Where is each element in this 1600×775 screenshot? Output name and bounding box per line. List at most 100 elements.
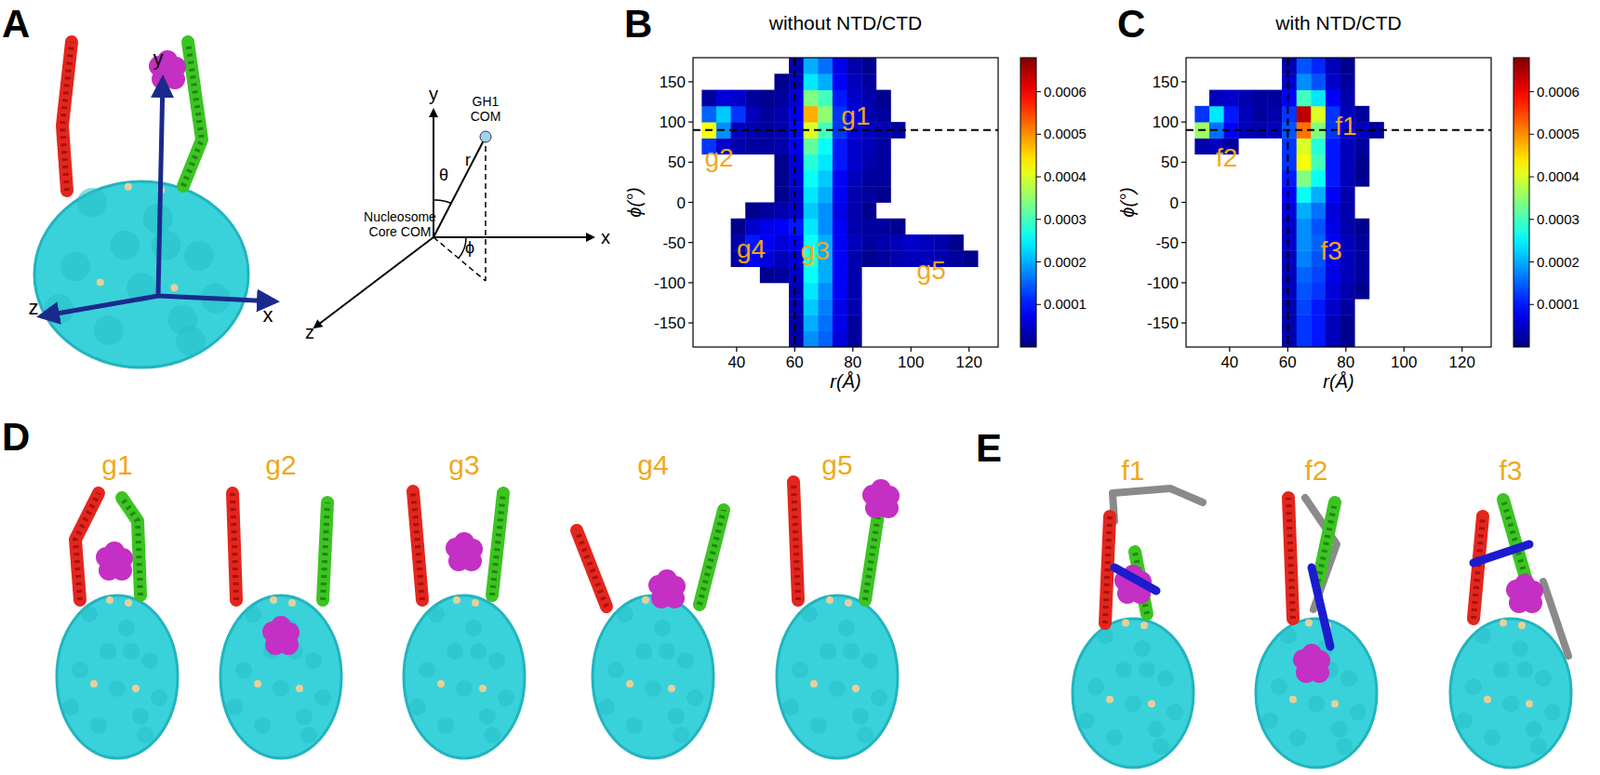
heatmap-cell bbox=[1296, 266, 1312, 284]
heatmap-cell bbox=[1325, 298, 1341, 316]
heatmap-cell bbox=[876, 137, 892, 155]
heatmap-cell bbox=[817, 282, 833, 300]
heatmap-cell bbox=[731, 106, 747, 123]
heatmap-cell bbox=[701, 250, 717, 267]
heatmap-cell bbox=[1369, 314, 1385, 332]
heatmap-cell bbox=[1398, 57, 1414, 75]
heatmap-cell bbox=[745, 57, 760, 75]
heatmap-cell bbox=[788, 90, 804, 107]
core-spot bbox=[253, 680, 262, 688]
colorbar-tick-label: 0.0003 bbox=[1536, 211, 1580, 227]
heatmap-cell bbox=[1441, 266, 1457, 284]
colorbar-tick bbox=[1036, 133, 1041, 135]
heatmap-cell bbox=[1253, 106, 1268, 123]
heatmap-cell bbox=[920, 218, 935, 236]
heatmap-cell bbox=[977, 331, 993, 347]
core-spot bbox=[437, 680, 445, 688]
heatmap-cell bbox=[1194, 266, 1210, 284]
heatmap-cell bbox=[773, 282, 789, 300]
colorbar-tick bbox=[1036, 261, 1041, 263]
heatmap-cell bbox=[1413, 218, 1428, 236]
heatmap-cell bbox=[803, 73, 819, 91]
heatmap-cell bbox=[701, 202, 717, 220]
heatmap-cell bbox=[948, 266, 964, 284]
heatmap-cell bbox=[847, 282, 863, 300]
core-texture bbox=[1474, 626, 1492, 644]
colorbar-tick-label: 0.0002 bbox=[1536, 253, 1580, 270]
heatmap-cell bbox=[1266, 314, 1282, 332]
heatmap-cell bbox=[1224, 218, 1240, 236]
heatmap-cell bbox=[876, 170, 892, 187]
heatmap-cell bbox=[1310, 106, 1326, 123]
heatmap-cell bbox=[1398, 266, 1414, 284]
colorbar-tick bbox=[1529, 218, 1534, 220]
heatmap-cell bbox=[905, 57, 920, 75]
heatmap-cell bbox=[1413, 202, 1428, 220]
heatmap-cell bbox=[1266, 57, 1282, 75]
heatmap-cell bbox=[1470, 314, 1486, 332]
heatmap-cell bbox=[1281, 137, 1297, 155]
heatmap-cell bbox=[1354, 106, 1370, 123]
heatmap-cell bbox=[948, 73, 964, 91]
heatmap-cell bbox=[1413, 250, 1428, 267]
heatmap-cell bbox=[1266, 73, 1282, 91]
core-texture bbox=[1166, 704, 1184, 721]
heatmap-cell bbox=[861, 218, 877, 236]
dna-arm-green bbox=[121, 497, 141, 596]
core-texture bbox=[1152, 737, 1170, 755]
heatmap-cell bbox=[1426, 57, 1442, 75]
core-texture bbox=[1261, 712, 1279, 730]
diagram-label: ϕ bbox=[465, 238, 475, 257]
heatmap-cell bbox=[1426, 202, 1442, 220]
x-tick bbox=[910, 346, 912, 352]
core-texture bbox=[90, 717, 107, 734]
heatmap-cell bbox=[803, 137, 819, 155]
heatmap-cell bbox=[1224, 314, 1240, 332]
core-texture bbox=[607, 661, 625, 679]
core-spot bbox=[1525, 699, 1534, 707]
core-texture bbox=[1078, 712, 1095, 730]
heatmap-cell bbox=[788, 282, 804, 300]
y-tick-label: -50 bbox=[1155, 234, 1179, 253]
heatmap-cell bbox=[1296, 73, 1312, 91]
heatmap-cell bbox=[963, 266, 979, 284]
gh1-domain bbox=[104, 541, 125, 562]
heatmap-cell bbox=[760, 170, 775, 187]
heatmap-cell bbox=[977, 202, 993, 220]
heatmap-cell bbox=[817, 186, 833, 203]
heatmap-cell bbox=[933, 137, 949, 155]
heatmap-cell bbox=[963, 154, 979, 172]
x-tick-label: 100 bbox=[1390, 353, 1417, 372]
heatmap-cell bbox=[1281, 218, 1297, 236]
heatmap-cell bbox=[1266, 202, 1282, 220]
heatmap-cell bbox=[1354, 298, 1370, 316]
heatmap-cell bbox=[760, 266, 775, 284]
heatmap-cell bbox=[847, 298, 863, 316]
heatmap-cell bbox=[876, 154, 892, 172]
heatmap-cell bbox=[1194, 202, 1210, 220]
heatmap-cell bbox=[948, 234, 964, 252]
heatmap-cell bbox=[1238, 314, 1254, 332]
heatmap-cell bbox=[933, 234, 949, 252]
x-axis-label: r(Å) bbox=[829, 371, 861, 392]
gh1-domain bbox=[664, 587, 685, 609]
heatmap-cell bbox=[1426, 218, 1442, 236]
heatmap-cell bbox=[832, 314, 848, 332]
heatmap-cell bbox=[1325, 57, 1341, 75]
heatmap-cell bbox=[1456, 250, 1472, 267]
heatmap-cell bbox=[1340, 266, 1356, 284]
y-tick-label: 50 bbox=[667, 153, 686, 172]
gh1-domain bbox=[1514, 573, 1535, 595]
core-texture bbox=[455, 680, 473, 697]
heatmap-cell bbox=[890, 137, 906, 155]
heatmap-cell bbox=[920, 154, 935, 172]
heatmap-cell bbox=[788, 298, 804, 316]
core-spot bbox=[1483, 695, 1492, 704]
dna-arm-green-beads bbox=[699, 509, 724, 605]
heatmap-cell bbox=[1456, 106, 1472, 123]
heatmap-cell bbox=[1413, 298, 1428, 316]
nucleosome-core bbox=[1072, 618, 1194, 768]
heatmap-cell bbox=[933, 331, 949, 347]
dna-arm-red-beads bbox=[413, 491, 423, 600]
dna-arm-green bbox=[183, 41, 202, 187]
